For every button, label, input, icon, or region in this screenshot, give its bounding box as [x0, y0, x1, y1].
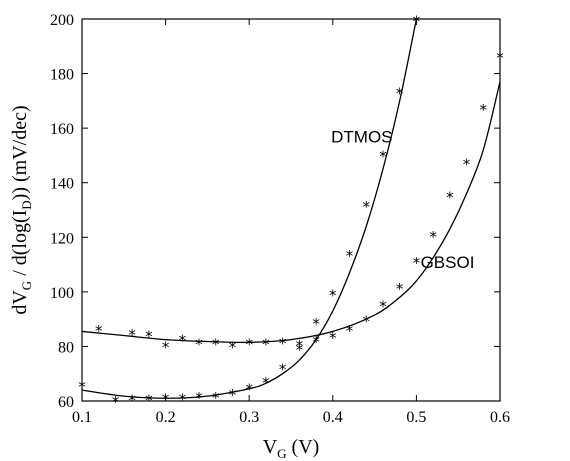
x-axis-label: VG (V) — [263, 436, 320, 461]
plot-frame — [81, 18, 501, 402]
data-point-dtmos: * — [245, 381, 253, 399]
data-point-dtmos: * — [279, 360, 287, 378]
data-point-gbsoi: * — [496, 49, 504, 67]
data-point-gbsoi: * — [145, 328, 153, 346]
x-tick-label: 0.3 — [239, 409, 259, 426]
data-point-dtmos: * — [346, 247, 354, 265]
data-point-gbsoi: * — [312, 333, 320, 351]
data-point-gbsoi: * — [162, 338, 170, 356]
fit-curves — [81, 18, 501, 399]
data-point-dtmos: * — [262, 374, 270, 392]
data-point-gbsoi: * — [229, 338, 237, 356]
data-point-dtmos: * — [78, 378, 86, 396]
data-point-gbsoi: * — [245, 336, 253, 354]
data-point-dtmos: * — [329, 287, 337, 305]
data-point-gbsoi: * — [480, 101, 488, 119]
data-point-gbsoi: * — [95, 322, 103, 340]
data-point-gbsoi: * — [128, 326, 136, 344]
fit-curve-dtmos — [81, 18, 418, 399]
data-point-dtmos: * — [396, 85, 404, 103]
data-point-gbsoi: * — [279, 334, 287, 352]
x-tick-label: 0.5 — [406, 409, 426, 426]
data-point-dtmos: * — [145, 392, 153, 410]
data-markers: * * * * * * * * * * * * * * * * * * * * * * * * * * * * * * * * * * * * * * * *… — [78, 12, 504, 411]
data-point-gbsoi: * — [346, 322, 354, 340]
y-tick-label: 100 — [50, 285, 74, 302]
data-point-gbsoi: * — [362, 313, 370, 331]
data-point-gbsoi: * — [179, 332, 187, 350]
data-point-gbsoi: * — [329, 329, 337, 347]
data-point-dtmos: * — [413, 12, 421, 30]
annotations: DTMOS GBSOI — [331, 127, 474, 272]
data-point-gbsoi: * — [446, 188, 454, 206]
data-point-gbsoi: * — [396, 280, 404, 298]
data-point-dtmos: * — [195, 389, 203, 407]
x-tick-label: 0.4 — [323, 409, 343, 426]
data-point-gbsoi: * — [429, 228, 437, 246]
y-axis-label: dVG / d(log(ID)) (mV/dec) — [9, 105, 34, 314]
y-tick-label: 200 — [50, 12, 74, 29]
data-point-gbsoi: * — [212, 336, 220, 354]
data-point-dtmos: * — [128, 392, 136, 410]
x-tick-label: 0.1 — [72, 409, 92, 426]
series-label-gbsoi: GBSOI — [421, 253, 475, 272]
data-point-gbsoi: * — [296, 337, 304, 355]
x-tick-label: 0.2 — [156, 409, 176, 426]
data-point-dtmos: * — [212, 389, 220, 407]
y-tick-label: 160 — [50, 121, 74, 138]
data-point-dtmos: * — [312, 315, 320, 333]
x-tick-label: 0.6 — [490, 409, 510, 426]
fit-curve-gbsoi — [81, 81, 501, 344]
data-point-gbsoi: * — [413, 254, 421, 272]
data-point-gbsoi: * — [262, 336, 270, 354]
data-point-gbsoi: * — [195, 336, 203, 354]
data-point-dtmos: * — [379, 147, 387, 165]
data-point-dtmos: * — [296, 341, 304, 359]
y-tick-label: 60 — [58, 394, 74, 411]
y-tick-label: 180 — [50, 67, 74, 84]
y-tick-label: 140 — [50, 176, 74, 193]
data-point-dtmos: * — [362, 198, 370, 216]
y-tick-label: 80 — [58, 339, 74, 356]
data-point-dtmos: * — [179, 390, 187, 408]
data-point-dtmos: * — [162, 390, 170, 408]
data-point-dtmos: * — [112, 393, 120, 411]
data-point-gbsoi: * — [379, 298, 387, 316]
ticks: 0.1 0.2 0.3 0.4 0.5 0.6 60 80 100 120 140 160 180 200 — [50, 12, 510, 426]
data-point-gbsoi: * — [463, 156, 471, 174]
series-label-dtmos: DTMOS — [331, 127, 392, 146]
y-tick-label: 120 — [50, 230, 74, 247]
data-point-dtmos: * — [229, 386, 237, 404]
